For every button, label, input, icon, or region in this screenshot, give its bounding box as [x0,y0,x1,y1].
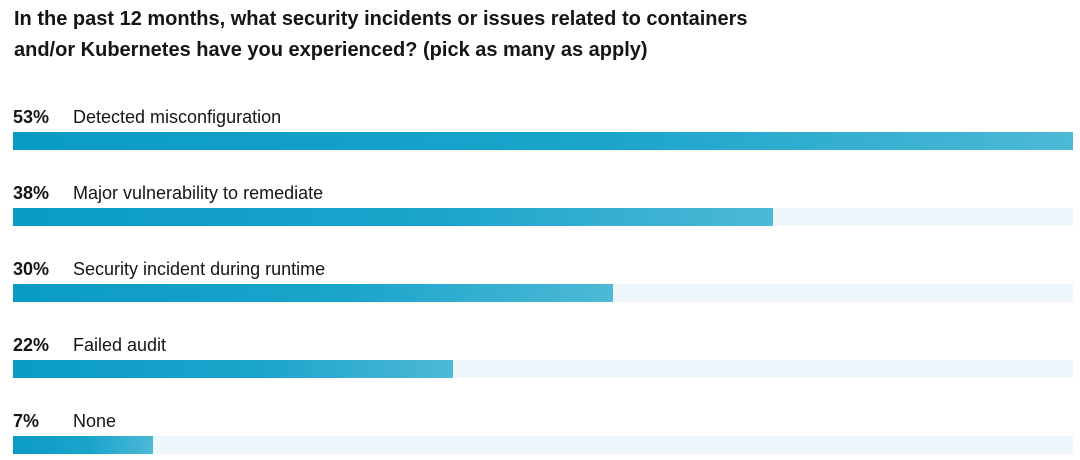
bar-category-label: Detected misconfiguration [73,107,282,127]
bar-row: 38% Major vulnerability to remediate [13,181,1073,226]
bar-row-label: 30% Security incident during runtime [13,257,325,281]
bar-category-label: Failed audit [73,335,167,355]
bar-row-label: 53% Detected misconfiguration [13,105,281,129]
bar-row: 7% None [13,409,1073,454]
chart-title-line-2: and/or Kubernetes have you experienced? … [14,39,648,61]
bar-category-label: None [73,411,117,431]
bar-row: 53% Detected misconfiguration [13,105,1073,150]
bar-row-label: 22% Failed audit [13,333,166,357]
bar-value-label: 53% [13,107,50,127]
bar [13,284,613,302]
bar [13,360,453,378]
bar-row-label: 38% Major vulnerability to remediate [13,181,323,205]
bar-category-label: Security incident during runtime [73,259,326,279]
bar-track [13,284,1073,302]
bar-value-label: 30% [13,259,50,279]
bar-row-label: 7% None [13,409,116,433]
bar [13,436,153,454]
bar-category-label: Major vulnerability to remediate [73,183,324,203]
bar [13,132,1073,150]
chart-title: In the past 12 months, what security inc… [14,4,1054,66]
bar-track [13,132,1073,150]
chart-title-line-1: In the past 12 months, what security inc… [14,8,748,30]
bar-track [13,436,1073,454]
bar-row: 22% Failed audit [13,333,1073,378]
bar-value-label: 38% [13,183,50,203]
bar-value-label: 7% [13,411,40,431]
bar-track [13,208,1073,226]
bar-row: 30% Security incident during runtime [13,257,1073,302]
bar-track [13,360,1073,378]
bar [13,208,773,226]
bar-value-label: 22% [13,335,50,355]
